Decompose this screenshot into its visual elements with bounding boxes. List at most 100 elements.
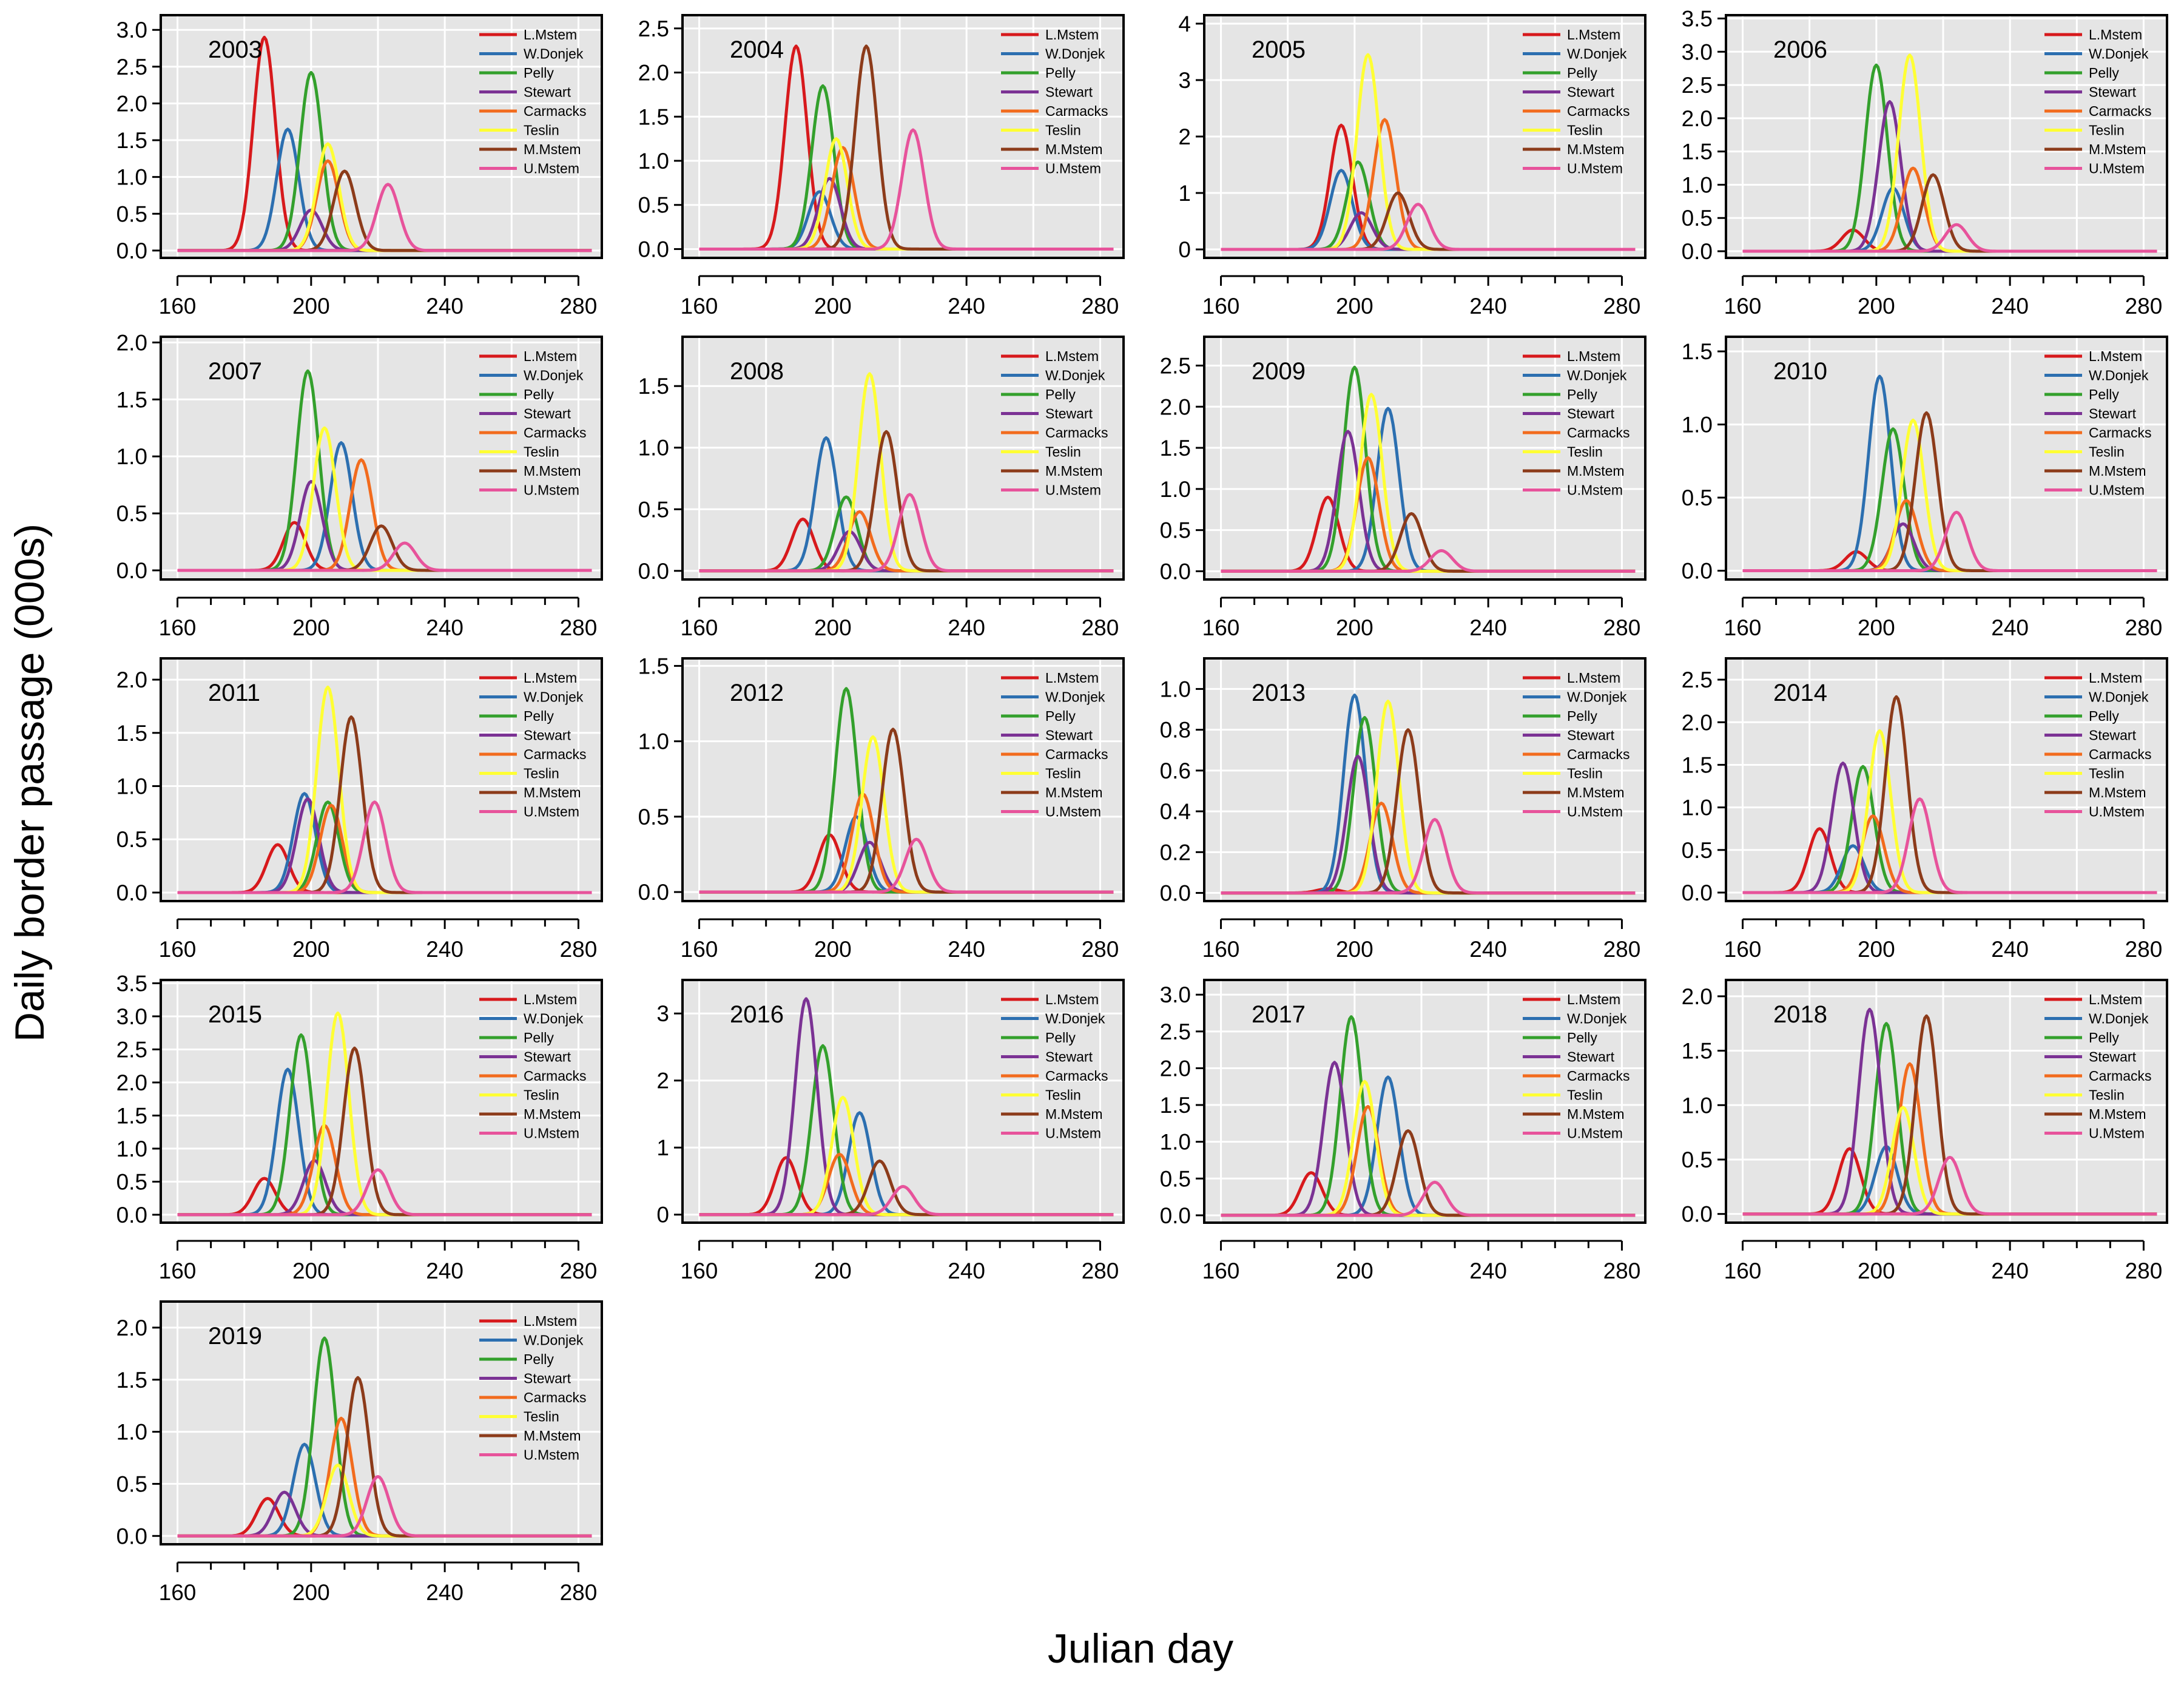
legend: L.Mstem W.Donjek Pelly Stewart Carmacks Tesli… [479, 348, 587, 498]
y-tick-label: 0.5 [1160, 518, 1191, 543]
legend-label-M.Mstem: M.Mstem [2089, 141, 2146, 157]
x-tick-label: 200 [1858, 615, 1895, 640]
legend-label-L.Mstem: L.Mstem [2089, 991, 2142, 1007]
panel-2010: 0.0 0.5 1.0 1.5 160 200 240 280 2010 L.Mstem W.Don… [1682, 336, 2168, 640]
x-tick-label: 280 [560, 1580, 598, 1605]
y-tick-label: 0.0 [116, 1203, 147, 1228]
panel-background [1204, 658, 1645, 901]
legend-label-M.Mstem: M.Mstem [1045, 463, 1103, 479]
y-tick-label: 1.5 [116, 387, 147, 412]
y-tick-label: 1.0 [638, 149, 669, 174]
y-tick-label: 1.0 [1682, 413, 1713, 437]
legend-label-Stewart: Stewart [524, 84, 571, 100]
panel-2013: 0.0 0.2 0.4 0.6 0.8 1.0 160 200 240 280 2013 L.Mste… [1160, 657, 1646, 962]
panel-2003: 0.0 0.5 1.0 1.5 2.0 2.5 3.0 160 200 240 280 2003 L.M… [116, 14, 603, 319]
x-tick-label: 200 [1858, 294, 1895, 319]
legend-label-W.Donjek: W.Donjek [2089, 1011, 2149, 1027]
y-tick-label: 2.0 [1160, 1056, 1191, 1081]
legend-label-M.Mstem: M.Mstem [2089, 463, 2146, 479]
y-tick-label: 2.5 [1160, 1019, 1191, 1044]
y-tick-label: 3.0 [116, 18, 147, 42]
panel-background [1726, 658, 2167, 901]
legend-label-Teslin: Teslin [1045, 1087, 1081, 1103]
y-tick-label: 1.5 [1160, 1093, 1191, 1118]
legend-label-U.Mstem: U.Mstem [1045, 804, 1101, 820]
y-axis-label: Daily border passage (000s) [7, 524, 53, 1042]
y-tick-label: 0.8 [1160, 718, 1191, 743]
legend-label-Stewart: Stewart [1567, 84, 1615, 100]
legend-label-Stewart: Stewart [1567, 728, 1615, 743]
panel-frame [160, 657, 603, 902]
x-tick-label: 240 [948, 1258, 985, 1283]
x-tick-label: 160 [159, 937, 197, 962]
panel-2006: 0.0 0.5 1.0 1.5 2.0 2.5 3.0 3.5 160 200 240 280 2006… [1682, 6, 2168, 319]
legend-label-Pelly: Pelly [1567, 708, 1597, 724]
legend-label-Pelly: Pelly [1045, 65, 1076, 81]
legend-label-Carmacks: Carmacks [2089, 103, 2152, 119]
panel-2004: 0.0 0.5 1.0 1.5 2.0 2.5 160 200 240 280 2004 L.Mste… [638, 14, 1125, 319]
legend-label-Carmacks: Carmacks [1045, 103, 1108, 119]
panel-2009: 0.0 0.5 1.0 1.5 2.0 2.5 160 200 240 280 2009 L.Mste… [1160, 336, 1646, 640]
legend-label-M.Mstem: M.Mstem [524, 1428, 581, 1444]
x-tick-label: 200 [814, 615, 852, 640]
x-tick-label: 200 [292, 1580, 330, 1605]
legend-label-U.Mstem: U.Mstem [2089, 482, 2145, 498]
legend-label-Carmacks: Carmacks [524, 425, 587, 441]
y-tick-label: 0.5 [1682, 838, 1713, 863]
y-tick-label: 0.6 [1160, 758, 1191, 783]
x-tick-label: 200 [292, 937, 330, 962]
y-tick-label: 2.5 [1160, 353, 1191, 378]
y-tick-label: 0.5 [116, 501, 147, 526]
y-tick-label: 0.5 [1160, 1166, 1191, 1191]
legend-label-Pelly: Pelly [1567, 65, 1597, 81]
y-tick-label: 1.0 [1160, 477, 1191, 502]
y-tick-label: 0.0 [116, 880, 147, 905]
y-tick-label: 3.0 [116, 1004, 147, 1029]
legend-label-Pelly: Pelly [524, 1351, 554, 1367]
x-tick-label: 200 [1336, 294, 1373, 319]
y-tick-label: 1.0 [1160, 677, 1191, 701]
x-tick-label: 200 [1858, 937, 1895, 962]
x-tick-label: 240 [1469, 615, 1507, 640]
series-line-U.Mstem [1742, 223, 2157, 253]
series-line-U.Mstem [1221, 818, 1636, 895]
x-tick-label: 240 [1991, 937, 2029, 962]
x-tick-label: 280 [2125, 294, 2163, 319]
legend-label-Teslin: Teslin [1045, 123, 1081, 138]
legend-label-Teslin: Teslin [524, 444, 559, 460]
panel-2015: 0.0 0.5 1.0 1.5 2.0 2.5 3.0 3.5 160 200 240 280 2015… [116, 971, 603, 1283]
legend-label-Carmacks: Carmacks [524, 746, 587, 762]
x-axis-label: Julian day [1048, 1626, 1233, 1672]
y-tick-label: 0.0 [638, 880, 669, 905]
y-tick-label: 1.5 [1682, 752, 1713, 777]
x-tick-label: 200 [1336, 1258, 1373, 1283]
legend-label-W.Donjek: W.Donjek [1567, 368, 1627, 383]
panel-background [161, 1302, 602, 1544]
y-tick-label: 0.5 [116, 827, 147, 852]
y-tick-label: 1.0 [116, 1420, 147, 1445]
series-line-U.Mstem [177, 1168, 592, 1217]
legend-label-Pelly: Pelly [524, 387, 554, 402]
legend-label-W.Donjek: W.Donjek [1045, 368, 1105, 383]
legend-label-Pelly: Pelly [2089, 387, 2119, 402]
x-tick-label: 280 [1082, 1258, 1119, 1283]
panel-year-label: 2006 [1773, 36, 1827, 63]
x-tick-label: 280 [1082, 615, 1119, 640]
legend-label-W.Donjek: W.Donjek [1567, 46, 1627, 62]
y-tick-label: 1.5 [116, 1368, 147, 1393]
legend-label-Carmacks: Carmacks [1567, 1068, 1630, 1084]
y-tick-label: 0.0 [116, 558, 147, 583]
x-tick-label: 240 [948, 294, 985, 319]
x-tick-label: 240 [1469, 1258, 1507, 1283]
series-line-U.Mstem [1221, 203, 1636, 251]
x-tick-label: 240 [426, 1580, 463, 1605]
legend-label-U.Mstem: U.Mstem [2089, 1126, 2145, 1141]
y-tick-label: 1.5 [1682, 339, 1713, 364]
series-line-U.Mstem [177, 1474, 592, 1538]
y-tick-label: 2.5 [116, 1037, 147, 1062]
series-line-U.Mstem [1221, 549, 1636, 573]
legend-label-Teslin: Teslin [524, 123, 559, 138]
legend-label-Teslin: Teslin [1045, 444, 1081, 460]
panel-year-label: 2005 [1252, 36, 1306, 63]
panel-background [682, 980, 1124, 1223]
